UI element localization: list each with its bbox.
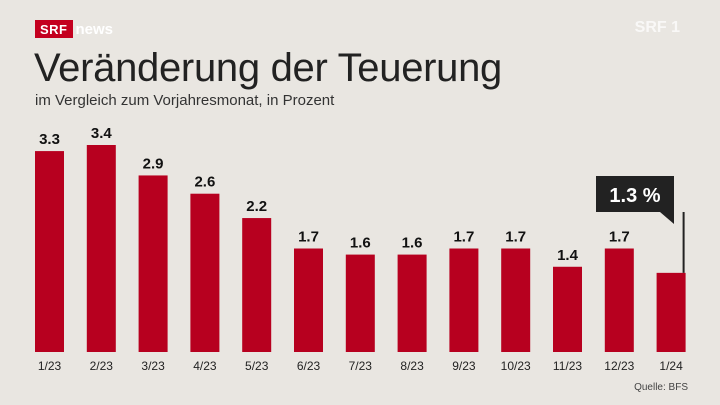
bar xyxy=(449,248,479,352)
bar-value-label: 1.6 xyxy=(402,235,423,252)
bar-value-label: 1.7 xyxy=(298,229,319,246)
bar xyxy=(501,248,531,352)
callout-label: 1.3 % xyxy=(609,185,660,207)
x-tick-label: 11/23 xyxy=(553,359,582,373)
bar xyxy=(190,193,220,352)
x-tick-label: 1/23 xyxy=(38,359,62,373)
bar xyxy=(345,254,375,352)
callout-box xyxy=(596,176,674,212)
x-tick-label: 2/23 xyxy=(90,359,114,373)
chart-title: Veränderung der Teuerung xyxy=(34,46,502,90)
srf-news-logo: SRF news xyxy=(35,20,113,38)
x-tick-label: 9/23 xyxy=(452,359,476,373)
x-tick-label: 1/24 xyxy=(659,359,683,373)
x-tick-label: 6/23 xyxy=(297,359,321,373)
bar-value-label: 3.4 xyxy=(91,125,113,142)
bar-value-label: 2.6 xyxy=(194,174,215,191)
bar xyxy=(86,145,116,352)
x-tick-label: 4/23 xyxy=(193,359,217,373)
bar xyxy=(604,248,634,352)
bar xyxy=(242,218,272,352)
bar-value-label: 1.7 xyxy=(609,229,630,246)
x-tick-label: 8/23 xyxy=(400,359,424,373)
bar-value-label: 2.9 xyxy=(143,155,164,172)
channel-watermark: SRF 1 xyxy=(634,19,680,36)
srf-logo-mark: SRF xyxy=(35,20,73,38)
bar-value-label: 1.4 xyxy=(557,247,579,264)
bar-value-label: 2.2 xyxy=(246,198,267,215)
bar xyxy=(553,266,582,352)
bar xyxy=(397,254,427,352)
x-tick-label: 3/23 xyxy=(141,359,165,373)
callout-pointer xyxy=(660,212,674,224)
x-tick-label: 7/23 xyxy=(349,359,373,373)
x-tick-label: 12/23 xyxy=(604,359,634,373)
bar xyxy=(294,248,323,352)
bar xyxy=(656,272,686,352)
bar-value-label: 1.6 xyxy=(350,235,371,252)
chart-subtitle: im Vergleich zum Vorjahresmonat, in Proz… xyxy=(35,92,335,109)
source-note: Quelle: BFS xyxy=(634,382,688,393)
x-tick-label: 10/23 xyxy=(501,359,531,373)
bar-value-label: 1.7 xyxy=(453,229,474,246)
x-tick-label: 5/23 xyxy=(245,359,269,373)
bar xyxy=(35,151,64,352)
bar xyxy=(138,175,168,352)
bar-value-label: 3.3 xyxy=(39,131,60,148)
news-logo-text: news xyxy=(75,20,114,38)
bar-value-label: 1.7 xyxy=(505,229,526,246)
